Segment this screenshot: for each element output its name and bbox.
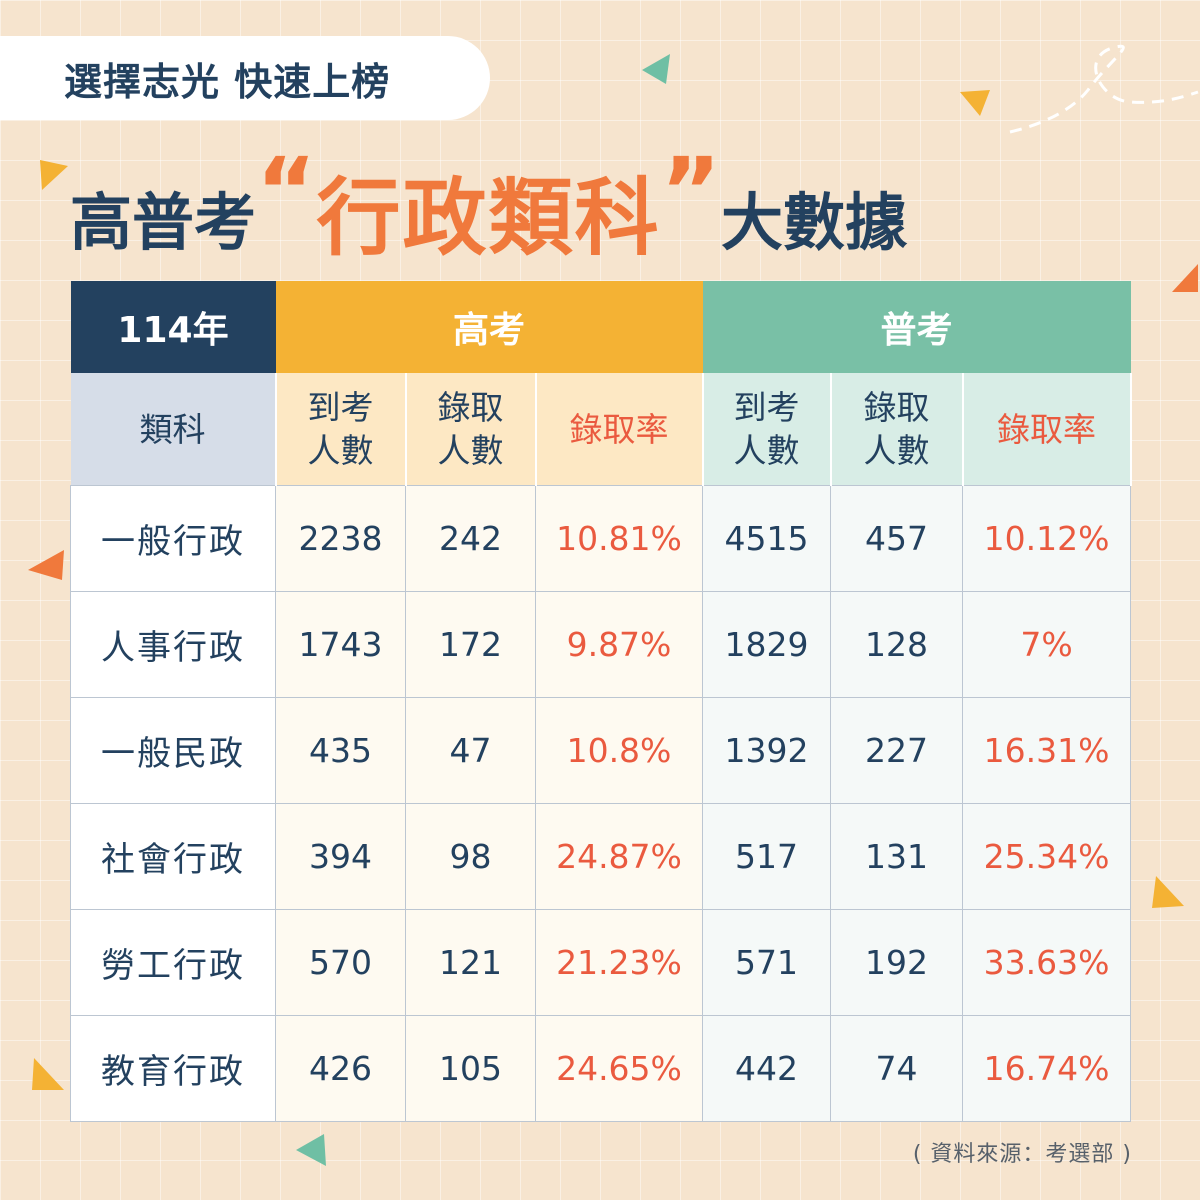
triangle-decoration-teal-top — [642, 54, 670, 84]
pu-admit-cell: 128 — [830, 591, 964, 698]
gao-attend-cell: 570 — [275, 909, 406, 1016]
pu-rate-cell: 25.34% — [962, 803, 1132, 910]
year-header: 114年 — [70, 281, 276, 373]
category-cell: 人事行政 — [70, 591, 276, 698]
data-source-note: ( 資料來源：考選部 ) — [912, 1142, 1132, 1167]
headline-highlight: 行政類科 — [316, 169, 661, 267]
category-cell: 一般行政 — [70, 485, 276, 592]
gao-admit-cell: 172 — [405, 591, 536, 698]
triangle-decoration-yellow-bottom-left — [32, 1058, 64, 1090]
headline-part2: 大數據 — [720, 186, 907, 259]
pu-attend-cell: 571 — [702, 909, 832, 1016]
gao-rate-cell: 10.8% — [534, 697, 704, 804]
gao-rate-cell: 10.81% — [534, 485, 704, 592]
pu-attend-cell: 1392 — [702, 697, 832, 804]
pu-header: 普考 — [702, 281, 1131, 373]
pu-attend-cell: 517 — [702, 803, 832, 910]
pu-rate-cell: 33.63% — [962, 909, 1132, 1016]
triangle-decoration-orange-right — [1172, 264, 1198, 292]
triangle-decoration-yellow-left — [40, 160, 68, 190]
pu-attend-cell: 1829 — [702, 591, 832, 698]
gao-admit-cell: 98 — [405, 803, 536, 910]
triangle-decoration-yellow-top — [960, 90, 990, 116]
table-row: 一般民政 435 47 10.8% 1392 227 16.31% — [70, 697, 1132, 804]
table-group-header: 114年 高考 普考 — [70, 281, 1131, 373]
pu-rate-header: 錄取率 — [962, 373, 1132, 486]
gao-admit-cell: 242 — [405, 485, 536, 592]
table-row: 人事行政 1743 172 9.87% 1829 128 7% — [70, 591, 1132, 698]
pu-rate-cell: 7% — [962, 591, 1132, 698]
pu-attend-header: 到考 人數 — [702, 373, 832, 486]
pu-rate-cell: 16.74% — [962, 1015, 1132, 1122]
table-row: 社會行政 394 98 24.87% 517 131 25.34% — [70, 803, 1132, 910]
gao-rate-header: 錄取率 — [535, 373, 704, 486]
gao-rate-cell: 21.23% — [534, 909, 704, 1016]
gao-rate-cell: 24.65% — [534, 1015, 704, 1122]
triangle-decoration-teal-bottom — [296, 1134, 326, 1166]
pu-admit-cell: 457 — [830, 485, 964, 592]
pu-admit-cell: 74 — [830, 1015, 964, 1122]
gao-attend-cell: 426 — [275, 1015, 406, 1122]
category-header: 類科 — [70, 373, 277, 486]
gao-attend-cell: 1743 — [275, 591, 406, 698]
open-quote: “ — [256, 138, 317, 245]
gao-attend-header: 到考 人數 — [275, 373, 407, 486]
admission-stats-table: 114年 高考 普考 類科 到考 人數 錄取 人數 錄取率 到考 人數 錄取 人數 錄取… — [70, 281, 1132, 1122]
close-quote: ” — [660, 138, 721, 245]
table-row: 勞工行政 570 121 21.23% 571 192 33.63% — [70, 909, 1132, 1016]
pu-rate-cell: 10.12% — [962, 485, 1132, 592]
gao-admit-cell: 121 — [405, 909, 536, 1016]
pu-attend-cell: 4515 — [702, 485, 832, 592]
pu-admit-cell: 227 — [830, 697, 964, 804]
pu-attend-cell: 442 — [702, 1015, 832, 1122]
triangle-decoration-orange-left — [28, 550, 64, 580]
gao-header: 高考 — [275, 281, 703, 373]
table-sub-header: 類科 到考 人數 錄取 人數 錄取率 到考 人數 錄取 人數 錄取率 — [70, 373, 1132, 486]
gao-attend-cell: 435 — [275, 697, 406, 804]
table-row: 教育行政 426 105 24.65% 442 74 16.74% — [70, 1015, 1132, 1122]
pu-admit-cell: 192 — [830, 909, 964, 1016]
triangle-decoration-yellow-right — [1152, 876, 1184, 908]
tagline-banner: 選擇志光 快速上榜 — [0, 36, 490, 120]
headline-part1: 高普考 — [70, 186, 257, 259]
gao-rate-cell: 9.87% — [534, 591, 704, 698]
category-cell: 勞工行政 — [70, 909, 276, 1016]
pu-admit-cell: 131 — [830, 803, 964, 910]
gao-admit-cell: 47 — [405, 697, 536, 804]
loop-line-decoration — [1009, 44, 1199, 134]
category-cell: 一般民政 — [70, 697, 276, 804]
gao-admit-cell: 105 — [405, 1015, 536, 1122]
gao-attend-cell: 2238 — [275, 485, 406, 592]
pu-rate-cell: 16.31% — [962, 697, 1132, 804]
gao-rate-cell: 24.87% — [534, 803, 704, 910]
category-cell: 社會行政 — [70, 803, 276, 910]
gao-admit-header: 錄取 人數 — [405, 373, 537, 486]
pu-admit-header: 錄取 人數 — [830, 373, 964, 486]
category-cell: 教育行政 — [70, 1015, 276, 1122]
headline: 高普考 “ 行政類科 ” 大數據 — [70, 138, 1130, 268]
gao-attend-cell: 394 — [275, 803, 406, 910]
table-row: 一般行政 2238 242 10.81% 4515 457 10.12% — [70, 485, 1132, 592]
